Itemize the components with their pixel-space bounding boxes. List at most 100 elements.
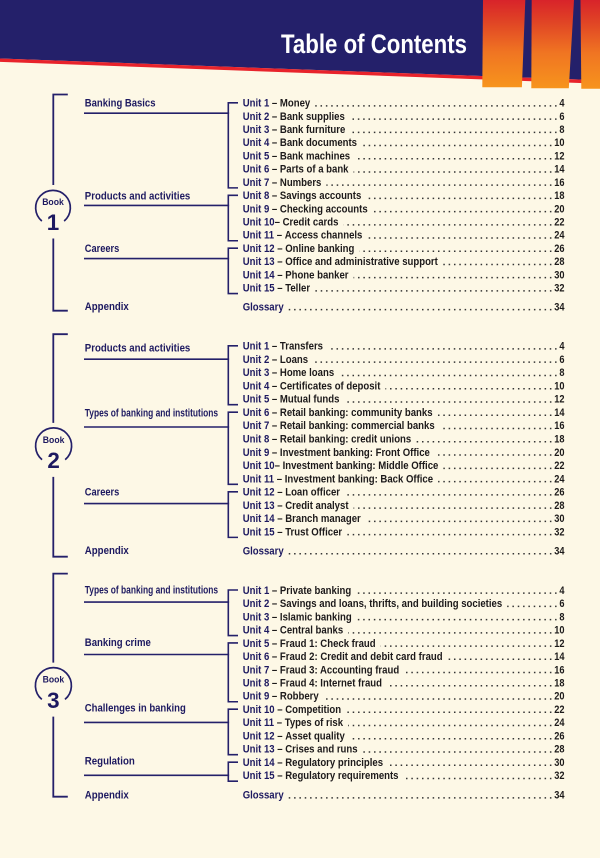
svg-text:– Retail banking: community ba: – Retail banking: community banks [269,407,432,419]
svg-text:Types of banking and instituti: Types of banking and institutions [85,584,218,596]
svg-text:Unit 6: Unit 6 [243,651,270,663]
svg-text:Types of banking and instituti: Types of banking and institutions [85,407,218,419]
svg-text:12: 12 [554,150,564,162]
svg-text:24: 24 [554,473,564,485]
svg-text:Unit 7: Unit 7 [243,420,270,432]
svg-text:Unit 10: Unit 10 [243,704,275,716]
svg-text:18: 18 [554,433,564,445]
svg-text:Unit 7: Unit 7 [243,177,270,189]
svg-text:Careers: Careers [85,243,120,255]
svg-text:24: 24 [554,717,564,729]
svg-text:Unit 5: Unit 5 [243,150,270,162]
svg-text:34: 34 [554,790,564,802]
svg-text:– Certificates of deposit: – Certificates of deposit [269,380,380,392]
svg-text:18: 18 [554,190,564,202]
svg-text:– Office and administrative su: – Office and administrative support [275,256,438,268]
svg-text:Unit 14: Unit 14 [243,513,276,525]
svg-text:10: 10 [554,380,564,392]
svg-text:Unit 14: Unit 14 [243,757,276,769]
svg-text:Unit 12: Unit 12 [243,730,275,742]
svg-text:Unit 9: Unit 9 [243,691,270,703]
svg-text:8: 8 [559,611,564,623]
svg-text:– Bank furniture: – Bank furniture [269,124,345,136]
svg-text:Unit 2: Unit 2 [243,111,270,123]
svg-text:20: 20 [554,691,564,703]
svg-text:Products and activities: Products and activities [85,342,191,354]
svg-text:Unit 13: Unit 13 [243,256,275,268]
svg-text:Book: Book [43,674,65,685]
svg-text:6: 6 [559,111,564,123]
svg-text:– Credit analyst: – Credit analyst [275,500,349,512]
svg-text:Unit 9: Unit 9 [243,203,270,215]
svg-text:8: 8 [559,367,564,379]
svg-text:– Home loans: – Home loans [269,367,334,379]
svg-text:Unit 1: Unit 1 [243,341,270,353]
svg-text:Regulation: Regulation [85,755,135,767]
svg-text:– Types of risk: – Types of risk [274,717,344,729]
svg-text:– Credit cards: – Credit cards [275,217,339,229]
svg-text:– Branch manager: – Branch manager [275,513,362,525]
svg-text:– Transfers: – Transfers [269,341,323,353]
svg-text:32: 32 [554,770,564,782]
svg-text:20: 20 [554,447,564,459]
svg-text:Table of Contents: Table of Contents [281,29,467,59]
svg-text:– Fraud 3: Accounting fraud: – Fraud 3: Accounting fraud [269,664,399,676]
svg-text:– Central banks: – Central banks [269,625,343,637]
svg-text:– Access channels: – Access channels [274,230,362,242]
svg-text:Unit 4: Unit 4 [243,137,270,149]
svg-text:– Regulatory requirements: – Regulatory requirements [275,770,399,782]
svg-text:1: 1 [47,210,59,235]
svg-text:Unit 10: Unit 10 [243,460,275,472]
svg-text:– Fraud 4: Internet fraud: – Fraud 4: Internet fraud [269,678,382,690]
svg-text:Unit 14: Unit 14 [243,269,276,281]
svg-text:34: 34 [554,301,564,313]
svg-text:– Savings accounts: – Savings accounts [269,190,361,202]
svg-text:Unit 1: Unit 1 [243,98,270,110]
svg-text:Products and activities: Products and activities [85,190,191,202]
svg-text:– Regulatory principles: – Regulatory principles [275,757,383,769]
svg-text:3: 3 [47,688,59,713]
svg-text:– Crises and runs: – Crises and runs [275,744,358,756]
svg-text:10: 10 [554,137,564,149]
svg-text:22: 22 [554,704,564,716]
svg-text:Unit 8: Unit 8 [243,433,270,445]
svg-text:30: 30 [554,269,564,281]
svg-text:Glossary: Glossary [243,545,285,557]
svg-text:30: 30 [554,513,564,525]
svg-text:14: 14 [554,651,564,663]
svg-text:Unit 13: Unit 13 [243,500,275,512]
svg-text:14: 14 [554,407,564,419]
svg-text:Unit 3: Unit 3 [243,124,270,136]
svg-text:– Trust Officer: – Trust Officer [275,526,343,538]
svg-text:6: 6 [559,598,564,610]
svg-text:– Online banking: – Online banking [275,243,355,255]
svg-text:26: 26 [554,243,564,255]
svg-text:Careers: Careers [85,487,120,499]
svg-text:Unit 6: Unit 6 [243,164,270,176]
svg-text:Unit 11: Unit 11 [243,230,274,242]
svg-text:Unit 7: Unit 7 [243,664,270,676]
svg-text:Book: Book [43,434,65,445]
svg-text:Unit 15: Unit 15 [243,283,275,295]
svg-text:– Money: – Money [269,98,311,110]
svg-text:Glossary: Glossary [243,790,285,802]
svg-text:Unit 11: Unit 11 [243,717,274,729]
svg-text:– Robbery: – Robbery [269,691,319,703]
svg-text:– Bank supplies: – Bank supplies [269,111,345,123]
svg-text:28: 28 [554,500,564,512]
svg-text:Unit 8: Unit 8 [243,678,270,690]
svg-text:Unit 4: Unit 4 [243,380,270,392]
svg-text:– Checking accounts: – Checking accounts [269,203,367,215]
svg-text:18: 18 [554,678,564,690]
svg-text:Unit 5: Unit 5 [243,394,270,406]
svg-text:4: 4 [559,98,564,110]
svg-text:26: 26 [554,487,564,499]
svg-text:Unit 2: Unit 2 [243,598,270,610]
svg-text:Unit 13: Unit 13 [243,744,275,756]
svg-text:– Investment banking: Back Off: – Investment banking: Back Office [274,473,433,485]
svg-text:22: 22 [554,460,564,472]
svg-text:– Bank documents: – Bank documents [269,137,357,149]
svg-text:30: 30 [554,757,564,769]
svg-text:24: 24 [554,230,564,242]
svg-text:34: 34 [554,545,564,557]
